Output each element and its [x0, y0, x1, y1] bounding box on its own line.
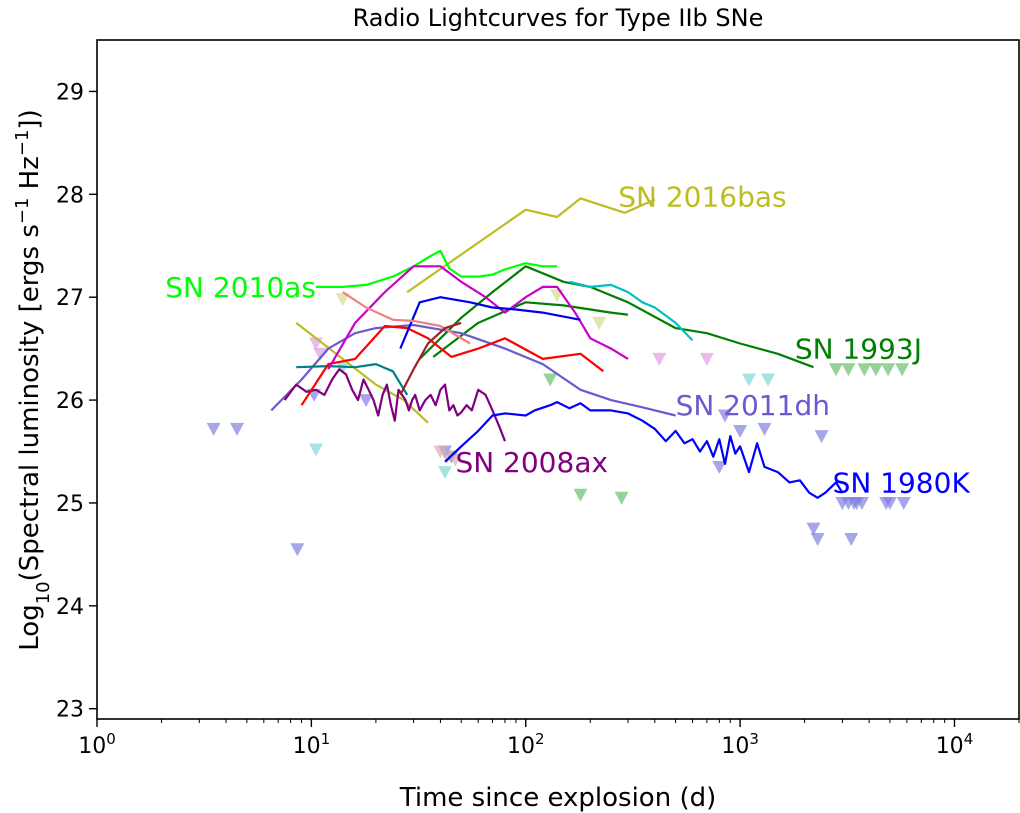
x-axis-ticks: 100 101 102 103 104 [78, 719, 1020, 759]
upper-limit-marker-0-16 [844, 532, 859, 546]
upper-limit-marker-3-4 [761, 373, 776, 387]
upper-limit-marker-0-13 [814, 430, 829, 444]
upper-limit-marker-2-3 [699, 352, 714, 366]
upper-limit-marker-4-0 [433, 445, 448, 459]
upper-limit-marker-1-0 [543, 373, 558, 387]
upper-limit-marker-1-8 [895, 363, 910, 377]
upper-limit-marker-0-9 [757, 422, 772, 436]
label-sn-1980k: SN 1980K [833, 466, 971, 499]
x-tick-label: 101 [293, 730, 331, 759]
upper-limit-marker-0-8 [733, 424, 748, 438]
x-tick-label: 104 [936, 730, 974, 759]
upper-limit-marker-0-4 [359, 394, 374, 408]
upper-limit-marker-3-0 [308, 443, 323, 457]
upper-limit-marker-3-3 [741, 373, 756, 387]
y-axis-label: Log10(Spectral luminosity [ergs s−1 Hz−1… [12, 109, 54, 650]
series-line-blue2 [399, 296, 581, 350]
upper-limit-marker-1-3 [828, 363, 843, 377]
upper-limit-marker-0-11 [806, 522, 821, 536]
upper-limit-marker-1-6 [868, 363, 883, 377]
y-axis-ticks: 23 24 25 26 27 28 29 [56, 80, 97, 723]
upper-limit-marker-4-2 [448, 453, 463, 467]
upper-limit-marker-1-1 [573, 488, 588, 502]
upper-limit-marker-0-21 [882, 496, 897, 510]
upper-limit-marker-0-2 [290, 543, 305, 557]
upper-limit-marker-1-2 [614, 491, 629, 505]
upper-limit-markers [206, 289, 911, 557]
chart-title: Radio Lightcurves for Type IIb SNe [353, 4, 764, 32]
upper-limit-marker-0-19 [854, 496, 869, 510]
x-tick-label: 100 [78, 730, 116, 759]
plot-frame [96, 39, 1020, 720]
y-tick-label: 24 [56, 595, 84, 620]
y-tick-label: 26 [56, 389, 84, 414]
upper-limit-marker-2-2 [652, 352, 667, 366]
y-tick-label: 25 [56, 492, 84, 517]
series-line-darkred [399, 321, 462, 396]
series-lines [270, 197, 844, 499]
x-axis-label: Time since explosion (d) [399, 783, 716, 813]
x-tick-label: 102 [507, 730, 545, 759]
upper-limit-marker-0-10 [712, 460, 727, 474]
upper-limit-marker-5-2 [592, 316, 607, 330]
series-line-sn-2011dh [270, 323, 676, 417]
y-tick-label: 28 [56, 183, 84, 208]
upper-limit-marker-0-0 [206, 422, 221, 436]
upper-limit-marker-3-2 [437, 466, 452, 480]
x-tick-label: 103 [721, 730, 759, 759]
series-line-sn-2008ax [283, 368, 507, 442]
label-sn-1993j: SN 1993J [795, 333, 922, 366]
upper-limit-marker-1-4 [841, 363, 856, 377]
series-line-sn-2016bas [406, 197, 656, 294]
series-line-red [300, 324, 604, 406]
series-line-sn-1993j-low [432, 301, 629, 358]
upper-limit-marker-1-5 [857, 363, 872, 377]
series-line-sn-2016bas-early [295, 322, 429, 424]
upper-limit-marker-0-7 [717, 409, 732, 423]
label-sn-2016bas: SN 2016bas [618, 180, 786, 213]
upper-limit-marker-2-1 [313, 347, 328, 361]
y-tick-label: 23 [56, 698, 84, 723]
upper-limit-marker-0-22 [896, 496, 911, 510]
upper-limit-marker-0-1 [230, 422, 245, 436]
label-sn-2011dh: SN 2011dh [676, 389, 830, 422]
y-tick-label: 27 [56, 286, 84, 311]
upper-limit-marker-1-7 [881, 363, 896, 377]
label-sn-2008ax: SN 2008ax [455, 446, 608, 479]
upper-limit-marker-0-12 [810, 532, 825, 546]
series-line-magenta [327, 265, 629, 370]
label-sn-2010as: SN 2010as [165, 271, 316, 304]
series-labels: SN 2016bas SN 2010as SN 1993J SN 2011dh SN 2… [165, 180, 970, 499]
series-line-sn-1993j [418, 265, 814, 369]
series-line-sn-1980k [444, 401, 844, 499]
y-tick-label: 29 [56, 80, 84, 105]
series-line-cyan [569, 280, 694, 342]
series-line-sn-2010as [315, 249, 558, 288]
series-line-teal [296, 363, 409, 396]
upper-limit-marker-5-0 [335, 293, 350, 307]
